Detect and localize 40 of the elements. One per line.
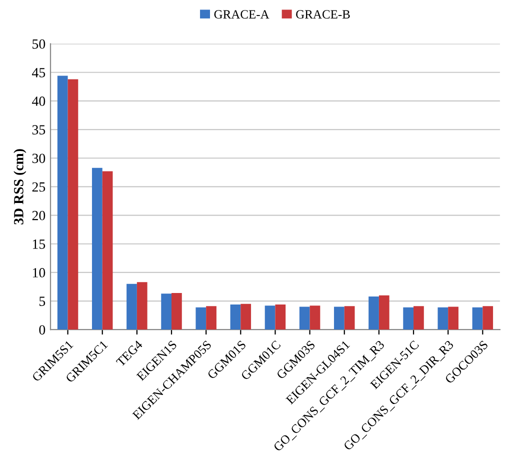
y-tick-label: 15	[32, 240, 46, 249]
bar	[68, 79, 78, 330]
bar	[310, 306, 320, 330]
y-tick-label: 25	[32, 182, 46, 192]
bar	[92, 168, 102, 330]
bar	[172, 293, 182, 330]
bar	[368, 296, 379, 330]
bar	[230, 304, 241, 330]
bar	[57, 76, 68, 330]
y-tick-label: 20	[32, 210, 46, 220]
bar	[264, 306, 276, 330]
bar	[448, 306, 458, 330]
bar	[206, 306, 216, 330]
bar	[240, 304, 252, 330]
bar	[414, 306, 424, 330]
bar	[334, 306, 344, 330]
y-tick-label: 45	[32, 68, 46, 78]
bar	[196, 307, 206, 330]
y-tick-label: 5	[40, 296, 46, 306]
y-tick-label: 0	[39, 325, 46, 335]
y-tick-label: 10	[32, 268, 46, 278]
y-axis-title: 3D RSS (cm)	[14, 149, 26, 224]
bar	[299, 306, 310, 330]
y-tick-label: 40	[32, 96, 46, 106]
bar	[378, 295, 390, 330]
bar	[136, 282, 148, 330]
y-tick-label: 50	[32, 39, 46, 49]
bar	[126, 284, 137, 330]
bar	[275, 304, 286, 330]
bar	[102, 171, 113, 330]
y-tick-label: 30	[32, 154, 46, 164]
bar	[472, 307, 483, 330]
bar	[161, 294, 172, 330]
legend-label: GRACE-A	[214, 10, 270, 19]
y-tick-label: 35	[32, 125, 46, 134]
bar	[482, 306, 494, 330]
bar	[344, 306, 355, 330]
legend-label: GRACE-B	[296, 10, 350, 19]
bar	[403, 307, 414, 330]
bar	[438, 307, 448, 330]
